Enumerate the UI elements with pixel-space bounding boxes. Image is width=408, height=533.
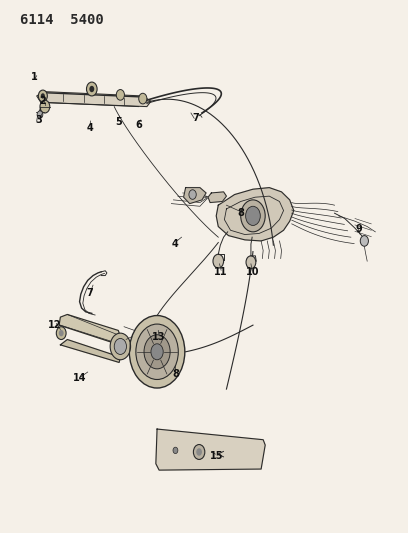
Polygon shape (60, 340, 120, 362)
Polygon shape (184, 188, 206, 204)
Circle shape (116, 90, 124, 100)
Text: 4: 4 (172, 239, 179, 248)
Text: 8: 8 (172, 369, 179, 379)
Text: 4: 4 (86, 123, 93, 133)
Circle shape (110, 333, 131, 360)
Polygon shape (208, 192, 226, 203)
Text: 11: 11 (213, 267, 227, 277)
Text: 1: 1 (31, 72, 38, 82)
Text: 2: 2 (40, 96, 46, 106)
Circle shape (173, 447, 178, 454)
Circle shape (241, 200, 265, 232)
Circle shape (41, 93, 45, 99)
Circle shape (151, 344, 163, 360)
Text: 12: 12 (48, 320, 62, 330)
Polygon shape (156, 429, 265, 470)
Circle shape (246, 206, 260, 225)
Text: 13: 13 (152, 332, 166, 342)
Circle shape (86, 82, 97, 96)
Text: 15: 15 (209, 451, 223, 461)
Circle shape (40, 100, 50, 113)
Circle shape (59, 330, 64, 336)
Circle shape (114, 338, 126, 354)
Polygon shape (59, 314, 120, 344)
Polygon shape (216, 188, 294, 241)
Text: 14: 14 (73, 374, 86, 383)
Text: 6114  5400: 6114 5400 (20, 13, 104, 27)
Circle shape (38, 90, 47, 102)
Circle shape (89, 86, 94, 92)
Text: 6: 6 (135, 120, 142, 130)
Text: 5: 5 (115, 117, 122, 126)
Text: 7: 7 (193, 114, 199, 123)
Circle shape (144, 335, 170, 369)
Circle shape (196, 448, 202, 456)
Circle shape (56, 327, 66, 340)
Text: 9: 9 (356, 224, 362, 234)
Circle shape (189, 190, 196, 199)
Circle shape (129, 316, 185, 388)
Circle shape (360, 236, 368, 246)
Circle shape (139, 93, 147, 104)
Circle shape (37, 111, 43, 118)
Circle shape (246, 256, 256, 269)
Circle shape (193, 445, 205, 459)
Circle shape (136, 324, 178, 379)
Text: 10: 10 (246, 267, 260, 277)
Text: 8: 8 (237, 208, 244, 218)
Text: 3: 3 (35, 115, 42, 125)
Circle shape (213, 254, 224, 268)
Polygon shape (37, 92, 151, 107)
Text: 7: 7 (86, 288, 93, 298)
